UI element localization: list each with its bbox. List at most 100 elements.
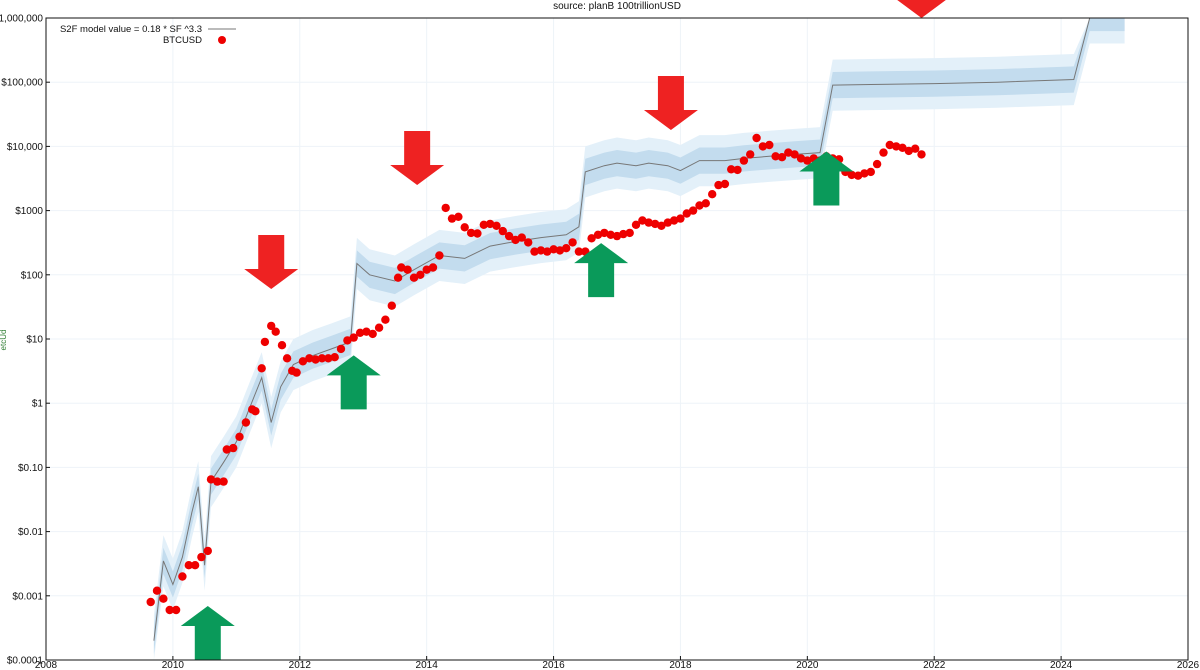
- btc-point: [257, 364, 266, 373]
- btc-point: [568, 238, 577, 247]
- legend-btc-swatch: [218, 36, 226, 44]
- btc-point: [197, 552, 206, 562]
- y-tick-label: $0.001: [12, 591, 43, 602]
- btc-point: [771, 152, 780, 161]
- btc-point: [229, 443, 238, 453]
- y-tick-label: $1,000,000: [0, 14, 43, 25]
- btc-point: [549, 245, 558, 254]
- btc-point: [397, 263, 406, 272]
- btc-point: [543, 247, 552, 256]
- btc-point: [606, 230, 615, 239]
- btc-point: [454, 212, 463, 221]
- btc-point: [727, 165, 736, 174]
- btc-point: [600, 228, 609, 238]
- btc-point: [206, 475, 216, 484]
- btc-point: [479, 220, 488, 229]
- btc-point: [473, 229, 482, 238]
- plot-frame: [45, 17, 1189, 661]
- btc-point: [403, 265, 412, 274]
- btc-point: [343, 336, 352, 345]
- btc-point: [428, 263, 438, 272]
- btc-point: [349, 333, 358, 342]
- btc-point: [574, 247, 584, 256]
- btc-point: [879, 148, 888, 157]
- btc-point: [892, 142, 901, 151]
- btc-point: [271, 327, 280, 336]
- btc-point: [235, 432, 244, 441]
- btc-point: [872, 159, 882, 169]
- sell-arrow-red: [244, 235, 299, 290]
- axis-ticks: 2008 2010 2012 2014 2016 2018 2020 2022 2024 2026…: [0, 14, 1200, 670]
- btc-point: [904, 146, 913, 156]
- y-tick-label: $0.01: [18, 527, 43, 538]
- btc-point: [416, 270, 425, 279]
- x-tick-label: 2014: [416, 660, 439, 670]
- btc-point: [733, 165, 742, 175]
- btc-point: [441, 203, 450, 213]
- btc-point: [355, 328, 365, 337]
- btc-point: [317, 354, 327, 363]
- y-tick-label: $10: [26, 335, 43, 346]
- buy-arrow-green: [326, 355, 381, 410]
- btc-point: [853, 171, 863, 180]
- btc-point: [305, 354, 314, 363]
- btc-point: [393, 273, 403, 282]
- btc-point: [146, 597, 155, 607]
- btc-point: [374, 323, 384, 332]
- btc-point: [524, 238, 533, 247]
- btc-point: [381, 315, 390, 324]
- btc-point: [184, 561, 193, 570]
- y-tick-label: $10,000: [7, 142, 44, 153]
- btc-point: [612, 231, 622, 241]
- y-tick-label: $1: [32, 399, 44, 410]
- y-tick-label: $0.10: [18, 463, 43, 474]
- btc-point: [866, 167, 875, 177]
- btc-point: [492, 221, 501, 230]
- btc-point: [466, 228, 476, 238]
- btc-point: [911, 144, 920, 153]
- btc-point: [688, 206, 698, 215]
- btc-point: [292, 368, 301, 377]
- btc-point: [657, 221, 666, 230]
- btc-point: [682, 209, 691, 218]
- btc-point: [203, 546, 212, 556]
- y-tick-label: $1000: [15, 206, 43, 217]
- x-tick-label: 2012: [289, 660, 312, 670]
- x-tick-label: 2022: [923, 660, 946, 670]
- legend: S2F model value = 0.18 * SF ^3.3 BTCUSD: [60, 24, 236, 46]
- btc-point: [368, 329, 377, 339]
- sell-arrow-red: [897, 0, 946, 18]
- legend-model-label: S2F model value = 0.18 * SF ^3.3: [60, 24, 202, 35]
- btc-point: [708, 190, 717, 199]
- btc-point: [311, 355, 320, 364]
- legend-btc-label: BTCUSD: [163, 35, 202, 46]
- btc-point: [219, 477, 228, 486]
- x-tick-label: 2020: [796, 660, 819, 670]
- y-axis-label: etcUd: [0, 330, 8, 351]
- btc-point: [152, 586, 162, 595]
- btc-point: [625, 228, 634, 238]
- btc-point: [885, 140, 894, 150]
- btc-point: [669, 216, 679, 225]
- x-tick-label: 2008: [35, 660, 58, 670]
- btc-point: [587, 234, 596, 243]
- x-tick-label: 2024: [1050, 660, 1073, 670]
- chart-title: source: planB 100trillionUSD: [553, 1, 681, 12]
- btc-point: [282, 354, 292, 363]
- btc-point: [631, 220, 641, 229]
- btc-point: [714, 180, 723, 190]
- sell-arrow-red: [390, 131, 445, 186]
- btc-point: [784, 148, 793, 157]
- x-tick-label: 2026: [1177, 660, 1200, 670]
- btc-point: [241, 418, 251, 427]
- y-tick-label: $100: [21, 270, 44, 281]
- btc-point: [165, 605, 174, 615]
- btc-point: [222, 445, 231, 454]
- btc-point: [739, 156, 749, 165]
- btc-point: [720, 179, 730, 189]
- btc-point: [752, 133, 761, 143]
- btc-point: [504, 231, 514, 241]
- btc-point: [336, 344, 346, 354]
- buy-arrow-green: [574, 243, 629, 298]
- btc-point: [267, 321, 276, 331]
